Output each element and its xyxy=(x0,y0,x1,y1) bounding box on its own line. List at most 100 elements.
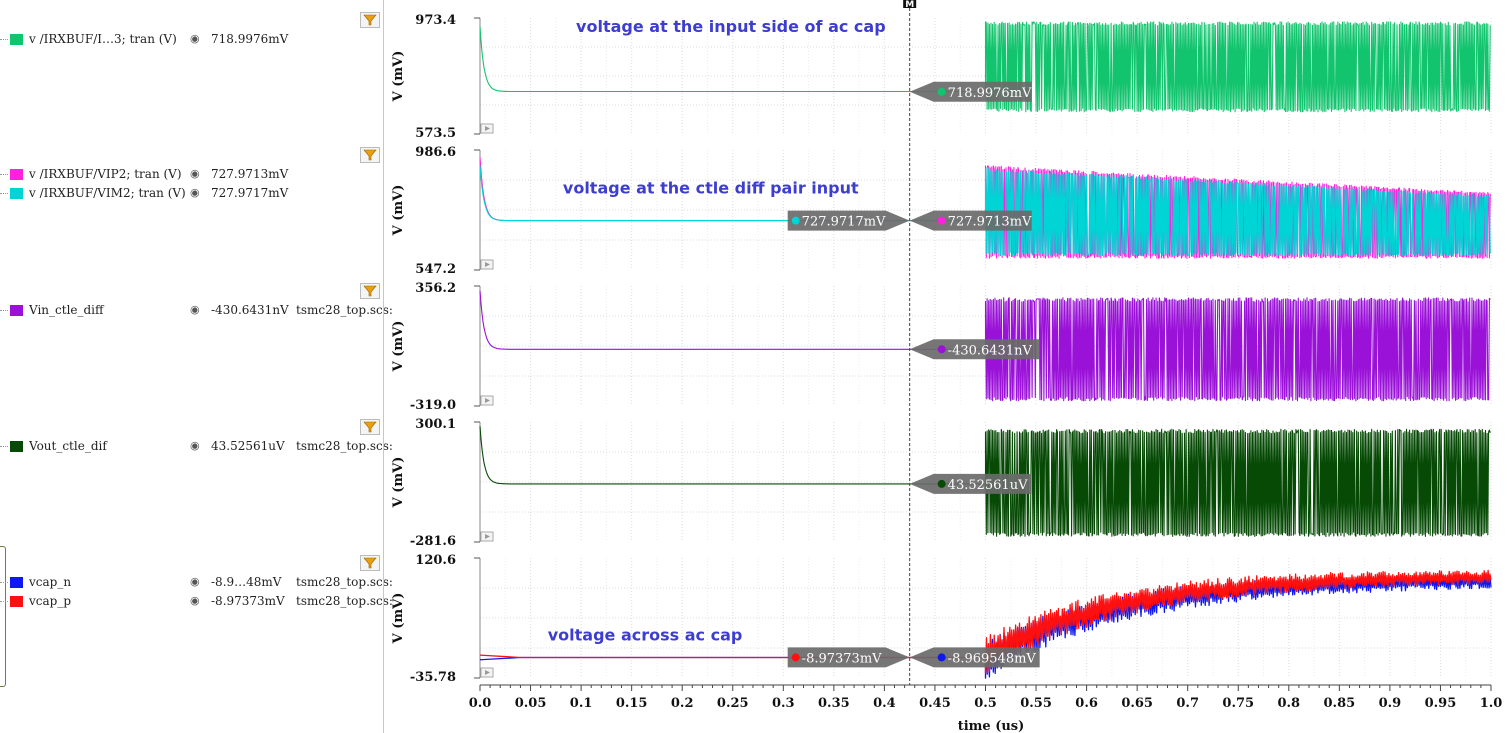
strip-4[interactable]: 300.1 -281.6 V (mV) xyxy=(391,417,1492,549)
color-swatch xyxy=(10,169,23,180)
strip-1[interactable]: 973.4 573.5 V (mV) xyxy=(391,13,1492,141)
x-tick-label: 0.55 xyxy=(1020,696,1052,711)
signal-name: vcap_n xyxy=(29,575,72,589)
marker-value: -430.6431nV xyxy=(948,343,1033,358)
marker-label[interactable]: -430.6431nV xyxy=(909,339,1040,360)
marker-value: -8.97373mV xyxy=(802,651,882,666)
y-min-label: -281.6 xyxy=(410,534,456,549)
expand-button[interactable] xyxy=(480,531,494,542)
x-tick-label: 1.0 xyxy=(1480,696,1503,711)
x-tick-label: 0.7 xyxy=(1176,696,1199,711)
marker-callout xyxy=(909,339,1040,360)
signal-source: tsmc28_top.scs: xyxy=(296,439,393,453)
marker-callout xyxy=(909,473,1032,494)
marker-dot xyxy=(937,216,946,225)
y-axis-label: V (mV) xyxy=(391,321,406,373)
y-max-label: 120.6 xyxy=(415,553,456,568)
marker-value: 43.52561uV xyxy=(948,478,1028,493)
waveform-series[interactable] xyxy=(479,165,1491,257)
color-swatch xyxy=(10,34,23,45)
signal-name: Vout_ctle_dif xyxy=(29,439,107,453)
y-axis-label: V (mV) xyxy=(391,185,406,237)
eye-icon[interactable]: ◉ xyxy=(190,32,200,45)
x-tick-label: 0.75 xyxy=(1222,696,1254,711)
filter-icon[interactable] xyxy=(360,12,380,28)
y-min-label: 573.5 xyxy=(415,126,456,141)
annotation: voltage at the ctle diff pair input xyxy=(563,179,859,198)
signal-source: tsmc28_top.scs: xyxy=(296,594,393,608)
y-min-label: -35.78 xyxy=(410,670,456,685)
y-min-label: 547.2 xyxy=(415,262,456,277)
filter-icon[interactable] xyxy=(360,283,380,299)
marker-callout xyxy=(909,81,1032,102)
x-tick-label: 0.35 xyxy=(818,696,850,711)
color-swatch xyxy=(10,188,23,199)
signal-value: 43.52561uV xyxy=(211,439,285,453)
y-axis-label: V (mV) xyxy=(391,457,406,509)
color-swatch xyxy=(10,305,23,316)
signal-name: Vin_ctle_diff xyxy=(29,303,104,317)
filter-icon[interactable] xyxy=(360,555,380,571)
marker-dot xyxy=(937,653,946,662)
marker-callout xyxy=(909,210,1032,231)
signal-value: -8.9…48mV xyxy=(211,575,282,589)
x-tick-label: 0.5 xyxy=(974,696,997,711)
marker-dot xyxy=(937,345,946,354)
expand-button[interactable] xyxy=(480,123,494,134)
eye-icon[interactable]: ◉ xyxy=(190,594,200,607)
panel-divider[interactable] xyxy=(383,0,384,733)
signal-value: -8.97373mV xyxy=(211,594,285,608)
filter-icon[interactable] xyxy=(360,419,380,435)
x-tick-label: 0.6 xyxy=(1075,696,1098,711)
marker-label[interactable]: -8.969548mV xyxy=(909,647,1040,668)
marker-label[interactable]: 727.9717mV xyxy=(787,210,910,231)
signal-name: vcap_p xyxy=(29,594,72,608)
x-tick-label: 0.45 xyxy=(919,696,951,711)
y-max-label: 973.4 xyxy=(415,13,456,28)
group-bracket xyxy=(0,546,6,687)
waveform-series[interactable] xyxy=(479,426,1491,538)
waveform-plot[interactable]: 973.4 573.5 V (mV) 986.6 547.2 V (mV) 356.2 -31… xyxy=(384,0,1507,733)
filter-icon[interactable] xyxy=(360,147,380,163)
eye-icon[interactable]: ◉ xyxy=(190,439,200,452)
expand-button[interactable] xyxy=(480,395,494,406)
signal-value: 727.9717mV xyxy=(211,186,289,200)
x-tick-label: 0.85 xyxy=(1324,696,1356,711)
eye-icon[interactable]: ◉ xyxy=(190,186,200,199)
eye-icon[interactable]: ◉ xyxy=(190,303,200,316)
marker-value: 727.9717mV xyxy=(802,215,886,230)
marker-dot xyxy=(791,653,800,662)
y-axis-label: V (mV) xyxy=(391,593,406,645)
x-tick-label: 0.3 xyxy=(772,696,795,711)
y-max-label: 356.2 xyxy=(415,281,456,296)
expand-button[interactable] xyxy=(480,259,494,270)
x-tick-label: 0.05 xyxy=(515,696,547,711)
signal-value: -430.6431nV xyxy=(211,303,289,317)
marker-dot xyxy=(937,479,946,488)
color-swatch xyxy=(10,596,23,607)
strip-2[interactable]: 986.6 547.2 V (mV) xyxy=(391,145,1492,277)
marker-label[interactable]: 718.9976mV xyxy=(909,81,1032,102)
waveform-series[interactable] xyxy=(479,569,1492,674)
annotation: voltage across ac cap xyxy=(548,626,743,645)
eye-icon[interactable]: ◉ xyxy=(190,575,200,588)
signal-name: v /IRXBUF/I…3; tran (V) xyxy=(29,32,177,46)
marker-label[interactable]: 727.9713mV xyxy=(909,210,1032,231)
marker-dot xyxy=(937,87,946,96)
x-axis-label: time (us) xyxy=(958,719,1025,733)
waveform-series[interactable] xyxy=(479,21,1491,113)
waveform-series[interactable] xyxy=(479,290,1491,402)
cursor-label[interactable]: M xyxy=(903,0,917,10)
signal-source: tsmc28_top.scs: xyxy=(296,575,393,589)
marker-label[interactable]: 43.52561uV xyxy=(909,473,1032,494)
signal-name: v /IRXBUF/VIP2; tran (V) xyxy=(29,167,182,181)
marker-label[interactable]: -8.97373mV xyxy=(787,647,910,668)
y-max-label: 986.6 xyxy=(415,145,456,160)
eye-icon[interactable]: ◉ xyxy=(190,167,200,180)
color-swatch xyxy=(10,577,23,588)
color-swatch xyxy=(10,441,23,452)
x-tick-label: 0.8 xyxy=(1277,696,1300,711)
y-min-label: -319.0 xyxy=(410,398,456,413)
expand-button[interactable] xyxy=(480,667,494,678)
x-tick-label: 0.1 xyxy=(570,696,593,711)
